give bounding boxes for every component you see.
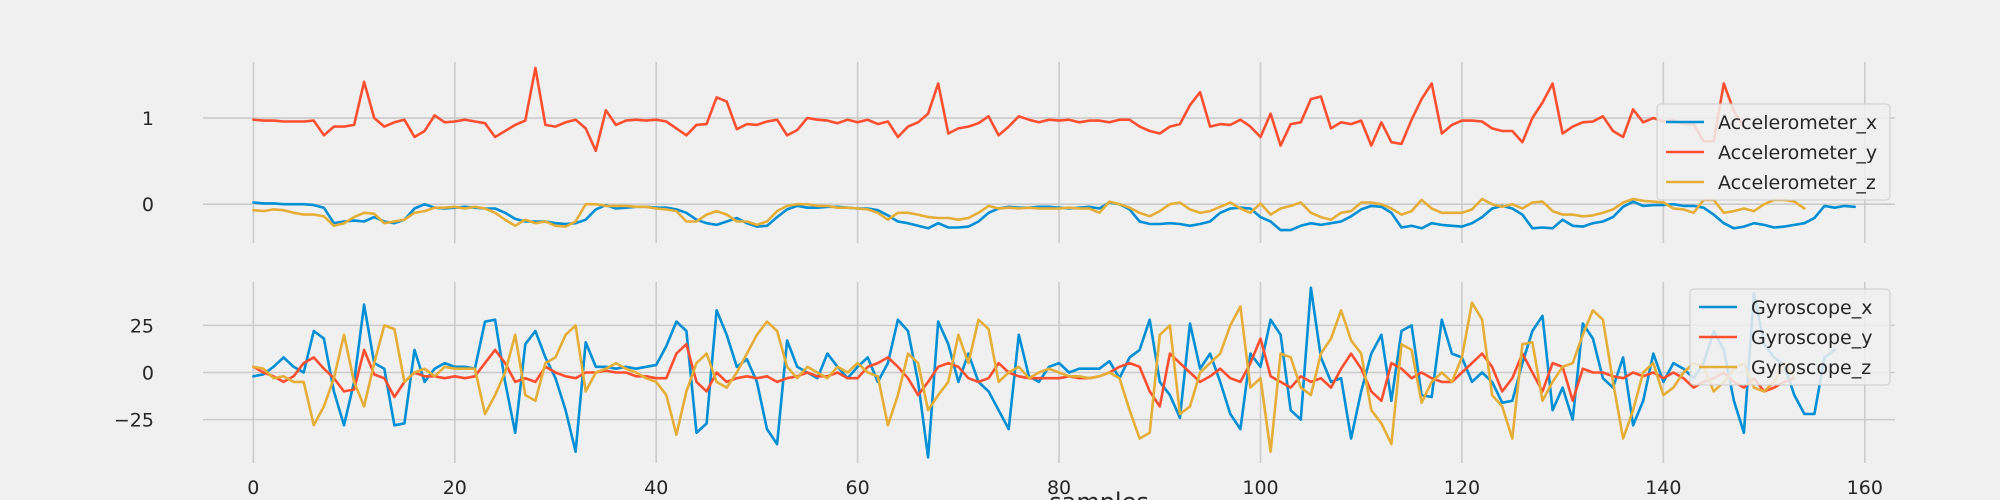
x-tick-label: 60 bbox=[846, 477, 870, 499]
legend-label: Accelerometer_x bbox=[1718, 112, 1877, 134]
legend-frame bbox=[1689, 288, 1891, 386]
x-axis-label: samples bbox=[1049, 488, 1149, 500]
legend-label: Accelerometer_z bbox=[1718, 172, 1876, 194]
legend-frame bbox=[1656, 103, 1891, 201]
x-tick-label: 100 bbox=[1242, 477, 1278, 499]
series-line-accelerometer-x bbox=[252, 200, 1856, 232]
x-tick-label: 140 bbox=[1645, 477, 1681, 499]
legend-label: Accelerometer_y bbox=[1718, 142, 1877, 164]
x-tick-label: 80 bbox=[1047, 477, 1071, 499]
legend-label: Gyroscope_z bbox=[1751, 357, 1871, 379]
x-tick-label: 160 bbox=[1847, 477, 1883, 499]
y-tick-label: −25 bbox=[114, 410, 154, 432]
x-tick-label: 120 bbox=[1444, 477, 1480, 499]
gyroscope-panel: 0 20 40 60 80 100 120 140 160−25025Gyroscope_xGy… bbox=[114, 282, 1895, 500]
series-line-gyroscope-x bbox=[252, 286, 1836, 459]
accelerometer-panel: 01 Accelerometer_xAccelerometer_yAccelero… bbox=[142, 62, 1895, 243]
legend: Accelerometer_x Accelerometer_y Accelerome… bbox=[1656, 103, 1891, 201]
series-line-accelerometer-y bbox=[252, 66, 1746, 153]
legend-label: Gyroscope_x bbox=[1751, 297, 1872, 319]
x-tick-label: 20 bbox=[443, 477, 467, 499]
series-line-accelerometer-z bbox=[252, 197, 1806, 228]
y-tick-label: 1 bbox=[142, 108, 154, 130]
legend: Gyroscope_x Gyroscope_y Gyroscope_z bbox=[1689, 288, 1891, 386]
series-line-gyroscope-z bbox=[252, 301, 1796, 454]
x-tick-label: 40 bbox=[644, 477, 668, 499]
x-tick-label: 0 bbox=[247, 477, 259, 499]
series-line-gyroscope-y bbox=[252, 337, 1796, 408]
legend-label: Gyroscope_y bbox=[1751, 327, 1872, 349]
y-tick-label: 0 bbox=[142, 363, 154, 385]
y-tick-label: 0 bbox=[142, 194, 154, 216]
y-tick-label: 25 bbox=[130, 315, 154, 337]
